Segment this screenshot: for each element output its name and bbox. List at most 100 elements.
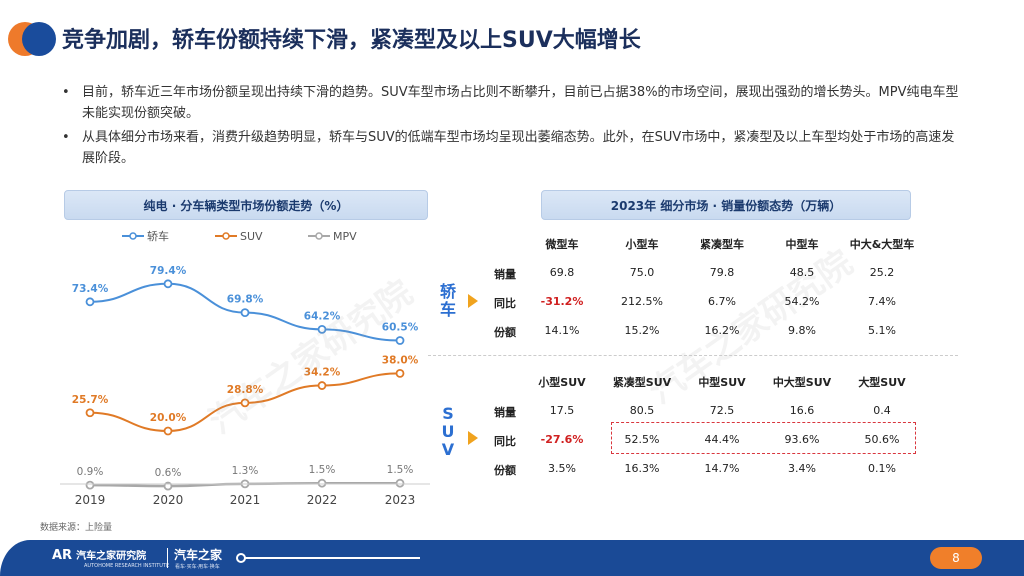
legend-item-0: 轿车	[122, 229, 169, 243]
column-header: 中大&大型车	[849, 238, 915, 251]
legend-label: SUV	[240, 230, 263, 243]
line-chart: 轿车 SUV MPV 73.4% 79.4% 69.8% 64.2% 60.5% 25.7% 20…	[60, 229, 430, 507]
suv-letter-s: S	[442, 404, 454, 423]
data-label: 73.4%	[72, 283, 109, 295]
column-header: 中大型SUV	[772, 376, 832, 389]
suv-letter-u: U	[441, 422, 455, 441]
data-point	[317, 478, 327, 488]
table-cell: 14.1%	[544, 324, 580, 337]
data-point	[317, 381, 327, 390]
legend-item-2: MPV	[308, 230, 357, 243]
table-cell: 3.5%	[548, 462, 576, 475]
data-label: 1.5%	[309, 464, 336, 476]
table-cell: 17.5	[549, 404, 575, 417]
table-cell: -27.6%	[540, 433, 584, 446]
logo-circles	[8, 22, 56, 56]
column-header: 小型车	[625, 238, 659, 251]
suv-arrow-icon	[468, 431, 478, 445]
table-cell: 9.8%	[788, 324, 816, 337]
brand-sub: AUTOHOME RESEARCH INSTITUTE	[84, 563, 170, 569]
column-header: 小型SUV	[538, 376, 586, 389]
data-label: 38.0%	[382, 354, 419, 366]
table-cell: 93.6%	[784, 433, 820, 446]
sedan-arrow-icon	[468, 294, 478, 308]
data-label: 69.8%	[227, 294, 264, 306]
table-cell: 6.7%	[708, 295, 736, 308]
suv-letter-v: V	[441, 440, 455, 459]
table-cell: 3.4%	[788, 462, 816, 475]
brand-logo-mark: AR	[52, 548, 73, 563]
column-header: 微型车	[545, 238, 579, 251]
data-label: 79.4%	[150, 265, 187, 277]
sedan-side-label: 轿车	[439, 282, 456, 319]
table-cell: 48.5	[789, 266, 815, 279]
row-label: 销量	[494, 268, 516, 281]
data-point	[317, 325, 327, 334]
legend-marker	[315, 232, 323, 240]
logo-circle-blue	[22, 22, 56, 56]
row-label: 同比	[494, 297, 516, 310]
x-tick-label: 2020	[153, 493, 184, 507]
data-point	[240, 308, 250, 317]
table-cell: 79.8	[709, 266, 735, 279]
data-label: 28.8%	[227, 384, 264, 396]
bullet-list: 目前，轿车近三年市场份额呈现出持续下滑的趋势。SUV车型市场占比则不断攀升，目前…	[62, 82, 962, 172]
legend-marker	[129, 232, 137, 240]
table-cell: 52.5%	[624, 433, 660, 446]
table-cell: 50.6%	[864, 433, 900, 446]
column-header: 中型SUV	[698, 376, 746, 389]
table-cell: 16.2%	[704, 324, 740, 337]
table-cell: 15.2%	[624, 324, 660, 337]
table-cell: 72.5	[709, 404, 735, 417]
row-label: 同比	[494, 435, 516, 448]
page-title: 竞争加剧，轿车份额持续下滑，紧凑型及以上SUV大幅增长	[62, 28, 641, 53]
table-cell: 44.4%	[704, 433, 740, 446]
footer-brand2: 汽车之家	[174, 548, 223, 562]
highlight-box	[611, 422, 916, 454]
data-label: 25.7%	[72, 394, 109, 406]
progress-dot	[236, 553, 246, 563]
row-label: 份额	[494, 326, 516, 339]
row-label: 销量	[494, 406, 516, 419]
table-cell: 14.7%	[704, 462, 740, 475]
table-cell: 0.1%	[868, 462, 896, 475]
footer-brand: AR 汽车之家研究院	[52, 547, 146, 563]
footer-separator	[167, 548, 168, 568]
table-cell: 80.5	[629, 404, 655, 417]
data-label: 0.9%	[77, 466, 104, 478]
brand2-sub: 看车·买车·用车·换车	[175, 564, 220, 570]
data-point	[85, 408, 95, 418]
row-label: 份额	[494, 464, 516, 477]
x-tick-label: 2023	[385, 493, 416, 507]
bullet-item: 从具体细分市场来看，消费升级趋势明显，轿车与SUV的低端车型市场均呈现出萎缩态势…	[62, 127, 962, 169]
data-point	[395, 368, 405, 378]
table-cell: 212.5%	[621, 295, 663, 308]
data-point	[395, 478, 405, 488]
page-number: 8	[930, 547, 982, 569]
table-cell: 0.4	[873, 404, 891, 417]
column-header: 大型SUV	[858, 376, 906, 389]
table-cell: 25.2	[869, 266, 895, 279]
x-tick-label: 2019	[75, 493, 106, 507]
data-point	[85, 480, 95, 490]
bullet-item: 目前，轿车近三年市场份额呈现出持续下滑的趋势。SUV车型市场占比则不断攀升，目前…	[62, 82, 962, 124]
section-divider	[428, 355, 958, 356]
source-note: 数据来源：上险量	[40, 523, 113, 533]
suv-side-label: S U V	[438, 405, 458, 459]
data-label: 60.5%	[382, 322, 419, 334]
column-header: 紧凑型车	[700, 238, 744, 251]
table-cell: 54.2%	[784, 295, 820, 308]
data-label: 34.2%	[304, 367, 341, 379]
data-label: 0.6%	[155, 467, 182, 479]
table-cell: 7.4%	[868, 295, 896, 308]
legend-label: 轿车	[147, 229, 169, 243]
table-cell: 16.3%	[624, 462, 660, 475]
table-cell: -31.2%	[540, 295, 584, 308]
data-point	[85, 297, 95, 307]
column-header: 紧凑型SUV	[612, 376, 672, 389]
data-label: 1.5%	[387, 464, 414, 476]
data-point	[163, 426, 173, 436]
data-point	[395, 336, 405, 345]
legend-label: MPV	[333, 230, 357, 243]
chart-header: 纯电 · 分车辆类型市场份额走势（%）	[64, 190, 428, 220]
